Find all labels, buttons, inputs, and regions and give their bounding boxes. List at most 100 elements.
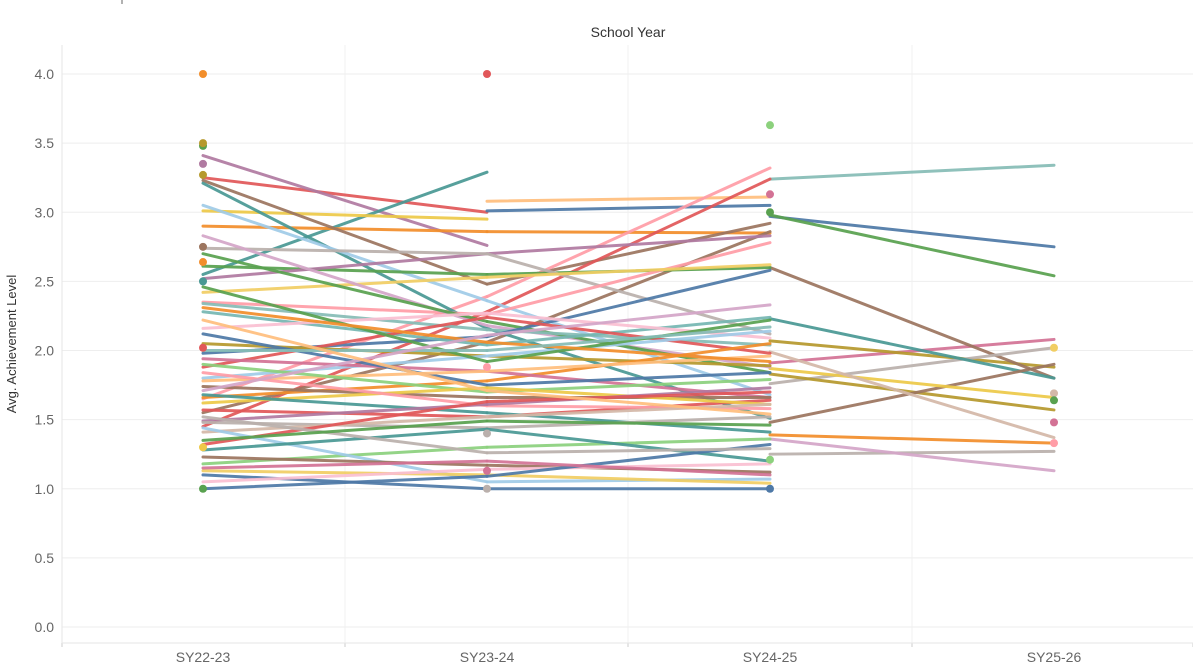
series	[483, 70, 491, 78]
series	[766, 190, 774, 199]
series-line-segment	[201, 181, 489, 330]
series	[199, 343, 207, 352]
series-line-segment	[485, 195, 772, 203]
series	[768, 437, 1056, 473]
series-line-segment	[201, 275, 489, 294]
series-line-segment	[485, 404, 772, 411]
series	[766, 121, 774, 130]
series	[766, 484, 774, 493]
data-point	[766, 484, 774, 493]
x-tick-label: SY25-26	[1027, 649, 1082, 665]
y-axis-ticks: 0.0 0.5 1.0 1.5 2.0 2.5 3.0 3.5 4.0	[35, 66, 55, 635]
data-point	[199, 70, 207, 78]
series	[483, 466, 491, 475]
data-point	[1050, 389, 1058, 398]
series-layer	[199, 70, 1058, 493]
series	[199, 258, 207, 267]
series-line-segment	[768, 437, 1056, 473]
data-point	[199, 170, 207, 179]
y-tick-label: 1.0	[35, 481, 55, 497]
data-point	[1050, 343, 1058, 352]
series-line-segment	[201, 362, 489, 394]
x-tick-label: SY24-25	[743, 649, 798, 665]
series-line-segment	[201, 203, 489, 303]
series	[768, 433, 1056, 445]
series	[483, 363, 491, 372]
x-tick-label: SY23-24	[460, 649, 515, 665]
series-line-segment	[768, 214, 1056, 249]
series-line-segment	[485, 390, 772, 404]
series	[485, 195, 772, 203]
series-line-segment	[485, 447, 772, 455]
series	[201, 176, 489, 214]
series	[768, 366, 1056, 400]
series-line-segment	[485, 389, 772, 416]
y-tick-label: 3.0	[35, 204, 55, 220]
series	[199, 70, 207, 78]
series-line-segment	[485, 329, 772, 358]
series-line-segment	[201, 170, 489, 276]
series	[768, 449, 1056, 456]
series-line-segment	[485, 315, 772, 347]
series-line-segment	[201, 300, 489, 317]
series-line-segment	[201, 357, 489, 373]
series-line-segment	[485, 473, 772, 485]
x-tick-label: SY22-23	[176, 649, 231, 665]
series	[768, 214, 1056, 249]
series-line-segment	[201, 332, 489, 387]
series	[766, 455, 774, 464]
series-line-segment	[485, 459, 772, 477]
series-line-segment	[201, 209, 489, 221]
series	[768, 266, 1056, 380]
data-point	[199, 484, 207, 493]
series	[485, 203, 772, 213]
series	[201, 427, 772, 463]
y-tick-label: 0.5	[35, 550, 55, 566]
series	[768, 346, 1056, 386]
series-line-segment	[485, 303, 772, 337]
series	[1050, 343, 1058, 352]
data-point	[766, 455, 774, 464]
series	[201, 170, 489, 276]
data-point	[766, 121, 774, 130]
series	[201, 234, 772, 281]
data-point	[1050, 439, 1058, 448]
series-line-segment	[485, 318, 772, 364]
series	[768, 350, 1056, 440]
series	[768, 163, 1056, 181]
series	[201, 332, 772, 387]
series	[1050, 389, 1058, 398]
series-line-segment	[485, 268, 772, 339]
data-point	[199, 277, 207, 286]
series	[199, 170, 207, 179]
series-line-segment	[201, 402, 489, 423]
series	[768, 339, 1056, 369]
series-line-segment	[768, 213, 1056, 278]
series	[483, 484, 491, 493]
data-point	[483, 429, 491, 438]
series	[768, 213, 1056, 278]
series-line-segment	[201, 318, 489, 393]
data-point	[483, 70, 491, 78]
series-line-segment	[201, 333, 489, 393]
series-line-segment	[201, 467, 489, 484]
series-line-segment	[485, 234, 772, 256]
series-line-segment	[201, 419, 489, 442]
series-line-segment	[201, 371, 489, 408]
series-line-segment	[768, 346, 1056, 386]
series-line-segment	[768, 339, 1056, 369]
series-line-segment	[485, 419, 772, 427]
series-line-segment	[201, 415, 489, 455]
data-point	[483, 484, 491, 493]
y-tick-label: 4.0	[35, 66, 55, 82]
series-line-segment	[201, 354, 489, 380]
series-line-segment	[201, 386, 489, 405]
series	[201, 415, 772, 455]
data-point	[766, 208, 774, 217]
series	[201, 209, 489, 221]
data-point	[483, 466, 491, 475]
series	[201, 318, 772, 416]
series-line-segment	[201, 264, 489, 276]
series	[1050, 439, 1058, 448]
series-line-segment	[768, 317, 1056, 380]
